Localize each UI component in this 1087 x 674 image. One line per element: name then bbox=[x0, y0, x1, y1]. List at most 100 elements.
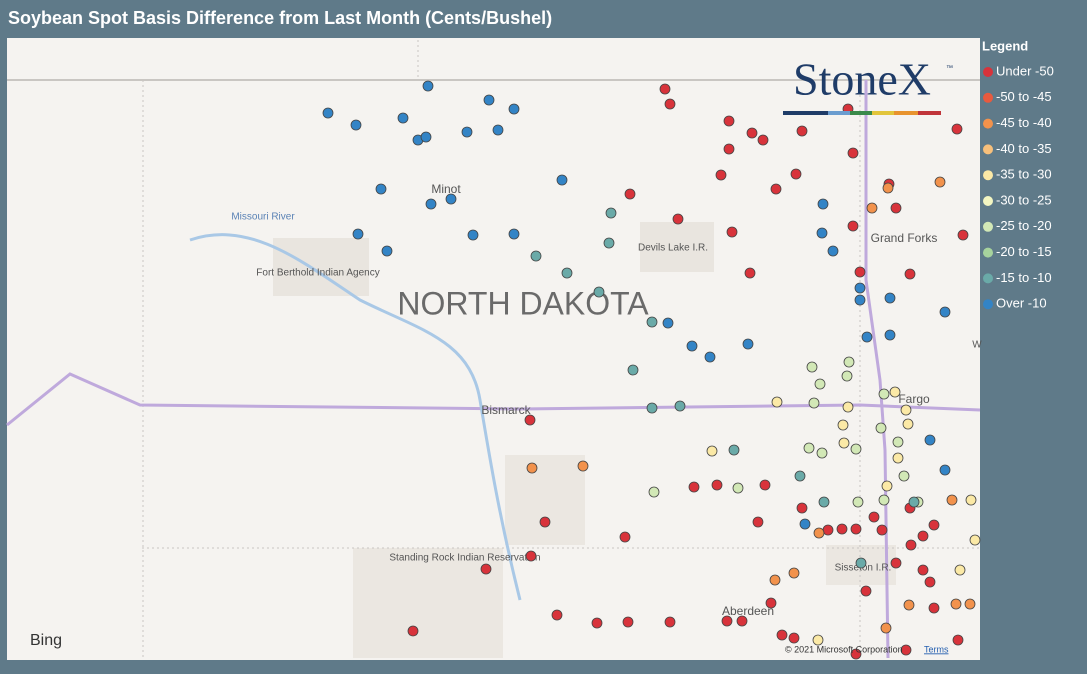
legend-label: Over -10 bbox=[996, 296, 1047, 311]
location-dot bbox=[350, 119, 362, 131]
location-dot bbox=[593, 286, 605, 298]
legend-swatch bbox=[983, 247, 993, 258]
area-label: Standing Rock Indian Reservation bbox=[389, 553, 540, 564]
location-dot bbox=[917, 564, 929, 576]
location-dot bbox=[788, 632, 800, 644]
location-dot bbox=[855, 557, 867, 569]
location-dot bbox=[624, 188, 636, 200]
location-dot bbox=[375, 183, 387, 195]
logo-text: StoneX bbox=[793, 54, 931, 105]
legend-swatch bbox=[983, 299, 993, 310]
location-dot bbox=[420, 131, 432, 143]
location-dot bbox=[794, 470, 806, 482]
legend-swatch bbox=[983, 196, 993, 206]
location-dot bbox=[878, 388, 890, 400]
legend-label: -30 to -25 bbox=[996, 192, 1052, 207]
location-dot bbox=[860, 585, 872, 597]
location-dot bbox=[619, 531, 631, 543]
legend-label: -20 to -15 bbox=[996, 244, 1052, 259]
location-dot bbox=[721, 615, 733, 627]
location-dot bbox=[704, 351, 716, 363]
location-dot bbox=[868, 511, 880, 523]
legend-swatch bbox=[983, 273, 993, 284]
location-dot bbox=[790, 168, 802, 180]
legend-label: -25 to -20 bbox=[996, 218, 1052, 233]
location-dot bbox=[861, 331, 873, 343]
location-dot bbox=[866, 202, 878, 214]
location-dot bbox=[723, 115, 735, 127]
location-dot bbox=[924, 434, 936, 446]
location-dot bbox=[934, 176, 946, 188]
location-dot bbox=[480, 563, 492, 575]
location-dot bbox=[799, 518, 811, 530]
terms-link[interactable]: Terms bbox=[924, 644, 949, 654]
location-dot bbox=[854, 282, 866, 294]
location-dot bbox=[769, 574, 781, 586]
location-dot bbox=[752, 516, 764, 528]
location-dot bbox=[939, 464, 951, 476]
location-dot bbox=[889, 386, 901, 398]
location-dot bbox=[847, 220, 859, 232]
legend-swatch bbox=[983, 144, 993, 155]
state-label: NORTH DAKOTA bbox=[397, 285, 649, 321]
location-dot bbox=[814, 378, 826, 390]
trademark: ™ bbox=[946, 65, 953, 72]
location-dot bbox=[847, 147, 859, 159]
location-dot bbox=[492, 124, 504, 136]
location-dot bbox=[898, 470, 910, 482]
location-dot bbox=[483, 94, 495, 106]
location-dot bbox=[508, 103, 520, 115]
location-dot bbox=[445, 193, 457, 205]
location-dot bbox=[900, 404, 912, 416]
city-label: Grand Forks bbox=[871, 231, 938, 245]
location-dot bbox=[525, 550, 537, 562]
location-dot bbox=[556, 174, 568, 186]
legend-label: -35 to -30 bbox=[996, 167, 1052, 182]
location-dot bbox=[817, 198, 829, 210]
location-dot bbox=[876, 524, 888, 536]
map-base bbox=[6, 40, 981, 659]
location-dot bbox=[508, 228, 520, 240]
city-label: Aberdeen bbox=[722, 604, 774, 618]
location-dot bbox=[648, 486, 660, 498]
location-dot bbox=[776, 629, 788, 641]
location-dot bbox=[818, 496, 830, 508]
location-dot bbox=[765, 597, 777, 609]
copyright: © 2021 Microsoft Corporation bbox=[785, 644, 903, 654]
location-dot bbox=[952, 634, 964, 646]
location-dot bbox=[917, 530, 929, 542]
location-dot bbox=[715, 169, 727, 181]
location-dot bbox=[843, 356, 855, 368]
location-dot bbox=[890, 557, 902, 569]
location-dot bbox=[882, 182, 894, 194]
location-dot bbox=[646, 316, 658, 328]
location-dot bbox=[884, 329, 896, 341]
legend-label: -50 to -45 bbox=[996, 89, 1052, 104]
location-dot bbox=[688, 481, 700, 493]
location-dot bbox=[524, 414, 536, 426]
legend-swatch bbox=[983, 170, 993, 181]
location-dot bbox=[965, 494, 977, 506]
location-dot bbox=[950, 598, 962, 610]
location-dot bbox=[742, 338, 754, 350]
city-label: Fargo bbox=[898, 392, 930, 406]
legend-title: Legend bbox=[982, 38, 1028, 53]
location-dot bbox=[890, 202, 902, 214]
location-dot bbox=[827, 245, 839, 257]
location-dot bbox=[875, 422, 887, 434]
location-dot bbox=[757, 134, 769, 146]
location-dot bbox=[627, 364, 639, 376]
location-dot bbox=[892, 452, 904, 464]
location-dot bbox=[816, 227, 828, 239]
legend-label: -45 to -40 bbox=[996, 115, 1052, 130]
location-dot bbox=[806, 361, 818, 373]
location-dot bbox=[816, 447, 828, 459]
location-dot bbox=[841, 370, 853, 382]
area-label: Devils Lake I.R. bbox=[638, 243, 708, 254]
location-dot bbox=[723, 143, 735, 155]
location-dot bbox=[852, 496, 864, 508]
location-dot bbox=[551, 609, 563, 621]
location-dot bbox=[674, 400, 686, 412]
location-dot bbox=[808, 397, 820, 409]
